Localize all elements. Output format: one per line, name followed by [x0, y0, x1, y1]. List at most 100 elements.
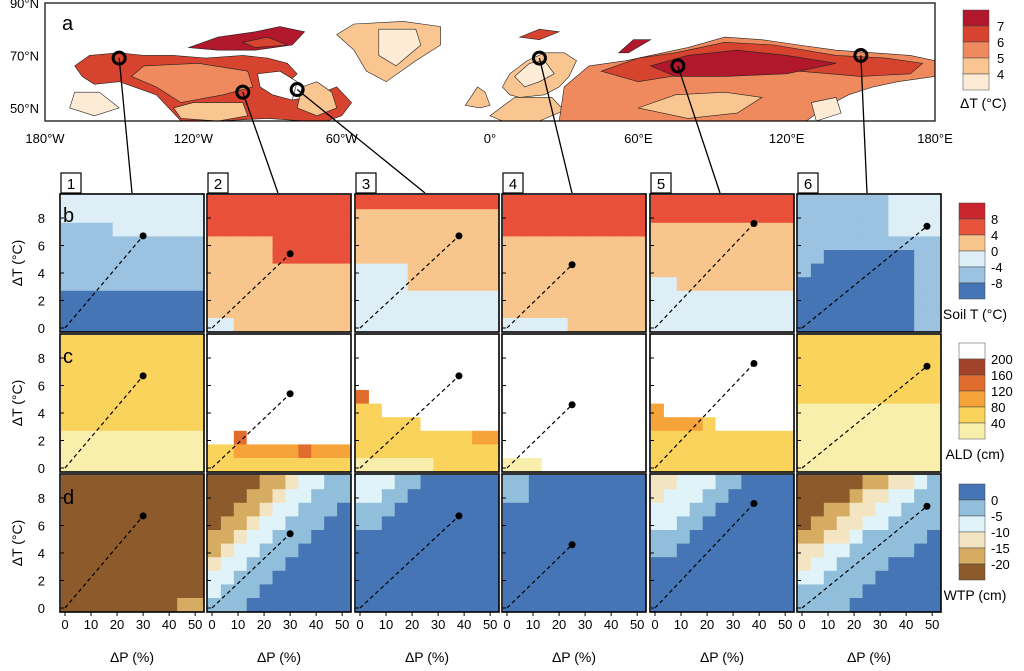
heatmap-cell: [311, 208, 325, 223]
heatmap-cell: [901, 443, 915, 458]
heatmap-cell: [446, 222, 460, 237]
legend-title: Soil T (°C): [943, 306, 1007, 322]
heatmap-cell: [368, 597, 383, 612]
heatmap-cell: [125, 335, 140, 350]
heatmap-cell: [728, 222, 742, 237]
heatmap-cell: [798, 335, 812, 350]
heatmap-cell: [177, 583, 191, 598]
heatmap-cell: [567, 457, 582, 472]
heatmap-cell: [99, 195, 114, 210]
heatmap-cell: [73, 502, 88, 517]
heatmap-cell: [515, 430, 530, 445]
heatmap-cell: [606, 543, 620, 558]
heatmap-cell: [754, 276, 768, 291]
heatmap-cell: [927, 362, 941, 377]
heatmap-cell: [810, 475, 825, 490]
heatmap-cell: [503, 389, 517, 404]
heatmap-cell: [394, 416, 409, 431]
scenario-trajectory-line: [64, 515, 144, 609]
heatmap-cell: [73, 556, 88, 571]
heatmap-cell: [728, 290, 742, 305]
heatmap-cell: [407, 303, 422, 318]
site-number-box: [355, 172, 377, 194]
heatmap-cell: [61, 570, 75, 585]
heatmap-cell: [914, 208, 928, 223]
heatmap-cell: [663, 556, 678, 571]
heatmap-cell: [272, 583, 287, 598]
heatmap-cell: [164, 529, 178, 544]
heatmap-cell: [810, 443, 825, 458]
scenario-marker: [568, 261, 576, 269]
heatmap-cell: [485, 597, 499, 612]
heatmap-cell: [73, 375, 88, 390]
heatmap-cell: [208, 488, 222, 503]
heatmap-cell: [875, 570, 889, 585]
heatmap-cell: [554, 235, 569, 250]
heatmap-cell: [311, 249, 325, 264]
heatmap-cell: [356, 290, 370, 305]
heatmap-cell: [459, 543, 473, 558]
heatmap-cell: [888, 290, 902, 305]
heatmap-cell: [715, 430, 730, 445]
heatmap-cell: [875, 208, 889, 223]
heatmap-cell: [485, 362, 499, 377]
heatmap-cell: [567, 290, 582, 305]
heatmap-cell: [485, 488, 499, 503]
heatmap-cell: [99, 443, 114, 458]
panel-letter-d: d: [63, 487, 74, 509]
heatmap-cell: [459, 317, 473, 332]
heatmap-cell: [472, 529, 486, 544]
heatmap-cell: [285, 362, 299, 377]
heatmap-cell: [862, 195, 877, 210]
heatmap-cell: [728, 235, 742, 250]
heatmap-cell: [394, 475, 409, 490]
heatmap-cell: [875, 529, 889, 544]
heatmap-cell: [849, 317, 864, 332]
heatmap-cell: [324, 515, 338, 530]
heatmap-cell: [632, 348, 646, 363]
heatmap-cell: [151, 502, 165, 517]
heatmap-cell: [554, 348, 569, 363]
heatmap-cell: [541, 515, 556, 530]
heatmap-cell: [541, 543, 556, 558]
heatmap-cell: [580, 276, 594, 291]
heatmap-cell: [125, 249, 140, 264]
heatmap-cell: [741, 556, 755, 571]
heatmap-cell: [208, 222, 222, 237]
heatmap-cell: [61, 416, 75, 431]
heatmap-cell: [901, 457, 915, 472]
heatmap-cell: [381, 597, 396, 612]
x-tick-label: 40: [899, 617, 913, 632]
heatmap-cell: [368, 249, 383, 264]
heatmap-cell: [741, 515, 755, 530]
heatmap-cell: [233, 543, 248, 558]
site-number-label: 1: [67, 176, 75, 193]
heatmap-cell: [567, 335, 582, 350]
heatmap-cell: [728, 583, 742, 598]
heatmap-cell: [285, 375, 299, 390]
heatmap-cell: [862, 475, 877, 490]
heatmap-cell: [298, 317, 312, 332]
heatmap-cell: [125, 416, 140, 431]
y-tick-label: 0: [38, 461, 45, 476]
heatmap-cell: [689, 488, 704, 503]
heatmap-cell: [663, 222, 678, 237]
heatmap-cell: [177, 597, 191, 612]
heatmap-cell: [927, 276, 941, 291]
heatmap-cell: [528, 430, 543, 445]
heatmap-cell: [220, 303, 235, 318]
map-legend-tick: 7: [997, 19, 1004, 34]
heatmap-cell: [914, 529, 928, 544]
heatmap-cell: [767, 208, 781, 223]
scenario-trajectory-line: [64, 235, 144, 329]
heatmap-cell: [246, 222, 261, 237]
heatmap-cell: [593, 583, 607, 598]
heatmap-cell: [849, 208, 864, 223]
heatmap-cell: [862, 276, 877, 291]
heatmap-cell: [208, 475, 222, 490]
site-number-label: 5: [657, 176, 665, 193]
heatmap-cell: [541, 263, 556, 278]
heatmap-cell: [836, 290, 851, 305]
heatmap-cell: [151, 389, 165, 404]
